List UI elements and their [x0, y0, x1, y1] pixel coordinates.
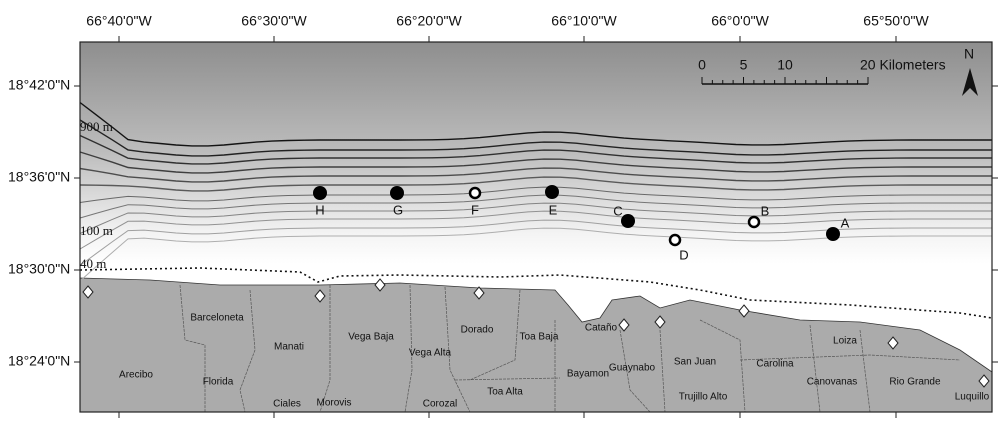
scale-label: 0 [698, 57, 706, 73]
contour [79, 134, 992, 165]
north-arrow [962, 68, 978, 96]
station-label: C [613, 203, 622, 218]
contour [79, 219, 992, 266]
place-label: Dorado [461, 325, 494, 336]
station-marker [668, 233, 682, 247]
station-marker [826, 227, 840, 241]
lat-label: 18°24'0"N [8, 353, 70, 369]
lat-label: 18°36'0"N [8, 169, 70, 185]
lon-label: 65°50'0"W [863, 13, 929, 29]
lat-label: 18°30'0"N [8, 261, 70, 277]
place-label: Vega Baja [348, 332, 394, 343]
map-frame [79, 41, 993, 413]
lon-label: 66°0'0"W [711, 13, 769, 29]
place-label: San Juan [674, 357, 716, 368]
lon-label: 66°10'0"W [551, 13, 617, 29]
station-label: H [315, 202, 324, 217]
place-label: Barceloneta [190, 313, 244, 324]
place-label: Trujillo Alto [679, 392, 728, 403]
place-label: Bayamon [567, 369, 609, 380]
place-label: Morovis [316, 398, 351, 409]
place-label: Manati [274, 342, 304, 353]
station-label: A [841, 215, 850, 230]
scale-label: 5 [740, 57, 748, 73]
contour [79, 101, 992, 147]
station-marker [313, 186, 327, 200]
lat-label: 18°42'0"N [8, 77, 70, 93]
lon-label: 66°40'0"W [86, 13, 152, 29]
place-label: Loiza [833, 336, 857, 347]
contour [79, 210, 992, 250]
place-label: Vega Alta [409, 348, 452, 359]
place-label: Toa Baja [520, 332, 559, 343]
station-label: F [471, 202, 479, 217]
station-marker [747, 215, 761, 229]
contour [79, 151, 992, 174]
place-label: Guaynabo [609, 363, 656, 374]
contour [79, 167, 992, 183]
place-label: Rio Grande [889, 377, 941, 388]
station-label: E [549, 202, 558, 217]
contour-label: 900 m [80, 119, 113, 134]
gauges [82, 278, 990, 388]
station-marker [468, 186, 482, 200]
contour [79, 227, 992, 282]
place-label: Corozal [423, 399, 457, 410]
land [79, 277, 993, 413]
station-marker [390, 186, 404, 200]
scale-label: 10 [777, 57, 793, 73]
place-label: Canovanas [807, 377, 858, 388]
contour [79, 176, 992, 192]
contour-label: 40 m [80, 256, 106, 271]
station-marker [545, 185, 559, 199]
contour [79, 186, 992, 203]
scale-unit: 20 Kilometers [860, 57, 946, 73]
contour [79, 119, 992, 157]
place-label: Ciales [273, 399, 301, 410]
contour [79, 202, 992, 234]
place-label: Cataño [585, 323, 618, 334]
station-label: B [761, 203, 770, 218]
lon-label: 66°20'0"W [396, 13, 462, 29]
station-label: D [679, 247, 688, 262]
place-label: Florida [203, 377, 234, 388]
place-label: Luquillo [955, 392, 990, 403]
contour [79, 194, 992, 219]
contour-lines [79, 101, 992, 282]
station-label: G [393, 202, 403, 217]
contour-label: 100 m [80, 223, 113, 238]
place-label: Carolina [756, 359, 794, 370]
place-label: Toa Alta [487, 387, 523, 398]
place-label: Arecibo [119, 370, 153, 381]
north-label: N [964, 46, 974, 62]
station-marker [621, 214, 635, 228]
lon-label: 66°30'0"W [241, 13, 307, 29]
municipal-boundaries [179, 284, 961, 413]
